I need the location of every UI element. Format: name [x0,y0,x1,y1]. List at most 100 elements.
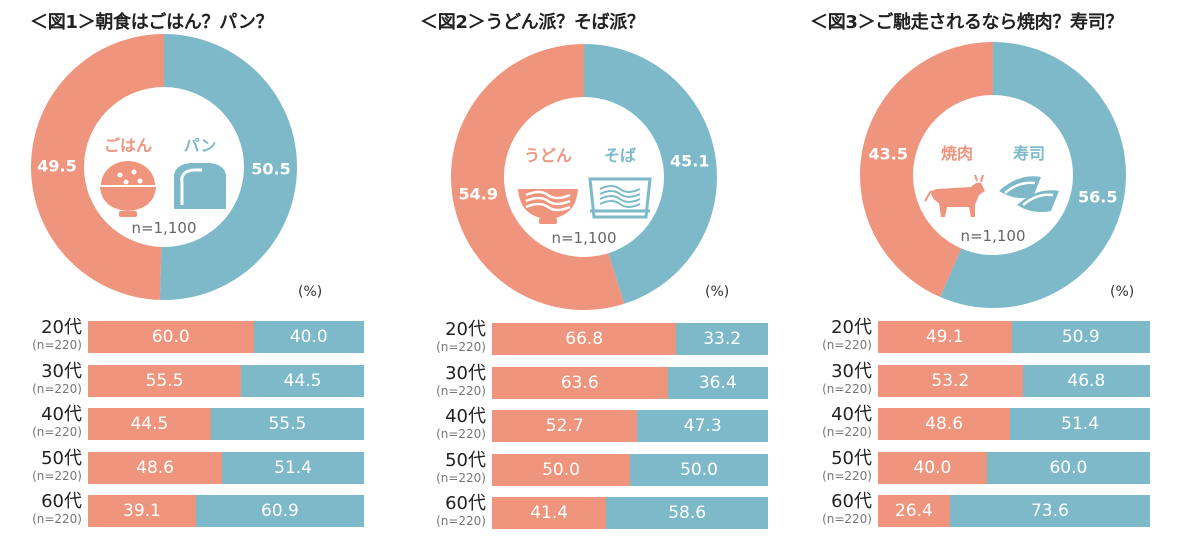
donut-value-right: 56.5 [1078,188,1117,207]
sushi-icon [999,176,1059,213]
age-group-label: 40代 [445,406,486,427]
age-group-n-label: (n=220) [436,340,486,354]
donut-value-right: 45.1 [670,152,709,171]
donut-slice-right [584,44,717,304]
stacked-bar: 48.6 51.4 [878,408,1150,440]
donut-category-right: 寿司 [1013,144,1045,163]
bar-segment-left: 55.5 [88,364,242,397]
stacked-bar: 44.5 55.5 [88,408,364,440]
age-group-n-label: (n=220) [436,383,486,398]
donut-value-left: 43.5 [868,144,907,163]
cow-icon [924,174,985,217]
bar-row: 20代 (n=220) 49.1 50.9 [810,318,1190,360]
bar-segment-left: 63.6 [492,366,668,399]
bar-segment-right: 73.6 [949,495,1150,527]
sample-size-label: n=1,100 [960,227,1025,245]
bar-segment-right: 47.3 [637,410,768,442]
age-group-n-label: (n=220) [436,427,486,441]
bar-segment-left: 26.4 [878,495,950,527]
stacked-bar: 53.2 46.8 [878,364,1150,397]
donut-value-left: 49.5 [37,156,76,175]
stacked-bar: 52.7 47.3 [492,410,768,442]
chart-title: ＜図2＞うどん派？そば派？ [420,12,645,33]
stacked-bar: 66.8 33.2 [492,323,768,355]
bar-segment-left: 49.1 [878,321,1012,353]
age-group-n-label: (n=220) [32,512,82,526]
donut-category-right: パン [184,136,217,155]
donut-category-left: 焼肉 [941,144,973,163]
bar-segment-right: 58.6 [606,497,768,529]
age-group-n-label: (n=220) [822,512,872,526]
donut-slice-left [860,42,993,298]
bar-segment-left: 44.5 [88,408,211,440]
bar-row: 20代 (n=220) 66.8 33.2 [420,320,800,362]
bar-segment-right: 51.4 [1010,408,1150,440]
age-group-n-label: (n=220) [822,338,872,352]
stacked-bar: 60.0 40.0 [88,321,364,353]
bar-row: 60代 (n=220) 26.4 73.6 [810,492,1190,534]
age-group-n-label: (n=220) [32,338,82,352]
bar-segment-left: 52.7 [492,410,638,442]
bar-segment-right: 50.0 [630,453,768,486]
age-group-n-label: (n=220) [822,468,872,483]
bar-row: 40代 (n=220) 44.5 55.5 [30,405,410,447]
stacked-bar: 26.4 73.6 [878,495,1150,527]
age-group-label: 40代 [41,404,82,425]
bar-segment-left: 53.2 [878,364,1023,397]
donut-slice-left [30,34,165,300]
age-group-label: 30代 [831,360,872,382]
bar-segment-left: 48.6 [878,408,1011,440]
unit-label: (%) [705,284,730,300]
donut-value-right: 50.5 [251,160,290,179]
age-group-label: 50代 [41,447,82,469]
donut-category-right: そば [604,146,636,165]
bar-row: 50代 (n=220) 40.0 60.0 [810,448,1190,491]
bar-segment-right: 51.4 [222,451,364,484]
bar-row: 60代 (n=220) 41.4 58.6 [420,494,800,536]
chart-panel-2: ＜図2＞うどん派？そば派？ 45.1 54.9 うどん そば n=1,100 (%) 2… [420,0,800,546]
stacked-bar: 41.4 58.6 [492,497,768,529]
udon-bowl-icon [518,189,578,224]
age-group-n-label: (n=220) [32,468,82,483]
donut-slice-left [450,44,625,311]
stacked-bar: 50.0 50.0 [492,453,768,486]
bar-row: 30代 (n=220) 55.5 44.5 [30,361,410,404]
donut-category-left: うどん [524,146,572,165]
bar-row: 20代 (n=220) 60.0 40.0 [30,318,410,360]
soba-tray-icon [588,177,652,219]
bar-segment-left: 60.0 [88,321,254,353]
bar-segment-left: 66.8 [492,323,677,355]
age-group-n-label: (n=220) [32,425,82,439]
stacked-bar: 48.6 51.4 [88,451,364,484]
bar-segment-right: 44.5 [241,364,364,397]
unit-label: (%) [298,284,323,300]
bar-row: 50代 (n=220) 48.6 51.4 [30,448,410,491]
bar-segment-right: 46.8 [1022,364,1150,397]
bar-segment-right: 55.5 [210,408,364,440]
age-group-n-label: (n=220) [436,470,486,485]
donut-chart: 45.1 54.9 うどん そば n=1,100 [450,44,717,311]
donut-chart: 56.5 43.5 焼肉 寿司 n=1,100 [860,42,1126,308]
bar-segment-right: 60.0 [986,451,1150,484]
age-group-label: 20代 [41,317,82,338]
donut-slice-right [940,42,1126,308]
donut-chart: 50.5 49.5 ごはん パン n=1,100 [30,34,297,300]
age-group-label: 30代 [445,362,486,384]
bar-row: 30代 (n=220) 63.6 36.4 [420,362,800,406]
chart-panel-1: ＜図1＞朝食はごはん？パン？ 50.5 49.5 ごはん パン n=1,100 (%) … [30,0,410,546]
age-group-label: 40代 [831,404,872,425]
donut-slice-right [159,34,297,300]
bar-segment-left: 39.1 [88,495,196,527]
rice-bowl-icon [100,161,156,217]
chart-panel-3: ＜図3＞ご馳走されるなら焼肉？寿司？ 56.5 43.5 焼肉 寿司 n=1,100 (… [810,0,1190,546]
age-group-n-label: (n=220) [32,381,82,396]
stacked-bar: 39.1 60.9 [88,495,364,527]
age-group-label: 20代 [445,319,486,340]
age-group-label: 60代 [831,491,872,512]
bar-segment-left: 40.0 [878,451,987,484]
bread-icon [173,163,227,209]
donut-category-left: ごはん [104,136,152,155]
bar-row: 50代 (n=220) 50.0 50.0 [420,450,800,493]
unit-label: (%) [1110,284,1135,300]
stacked-bar: 55.5 44.5 [88,364,364,397]
